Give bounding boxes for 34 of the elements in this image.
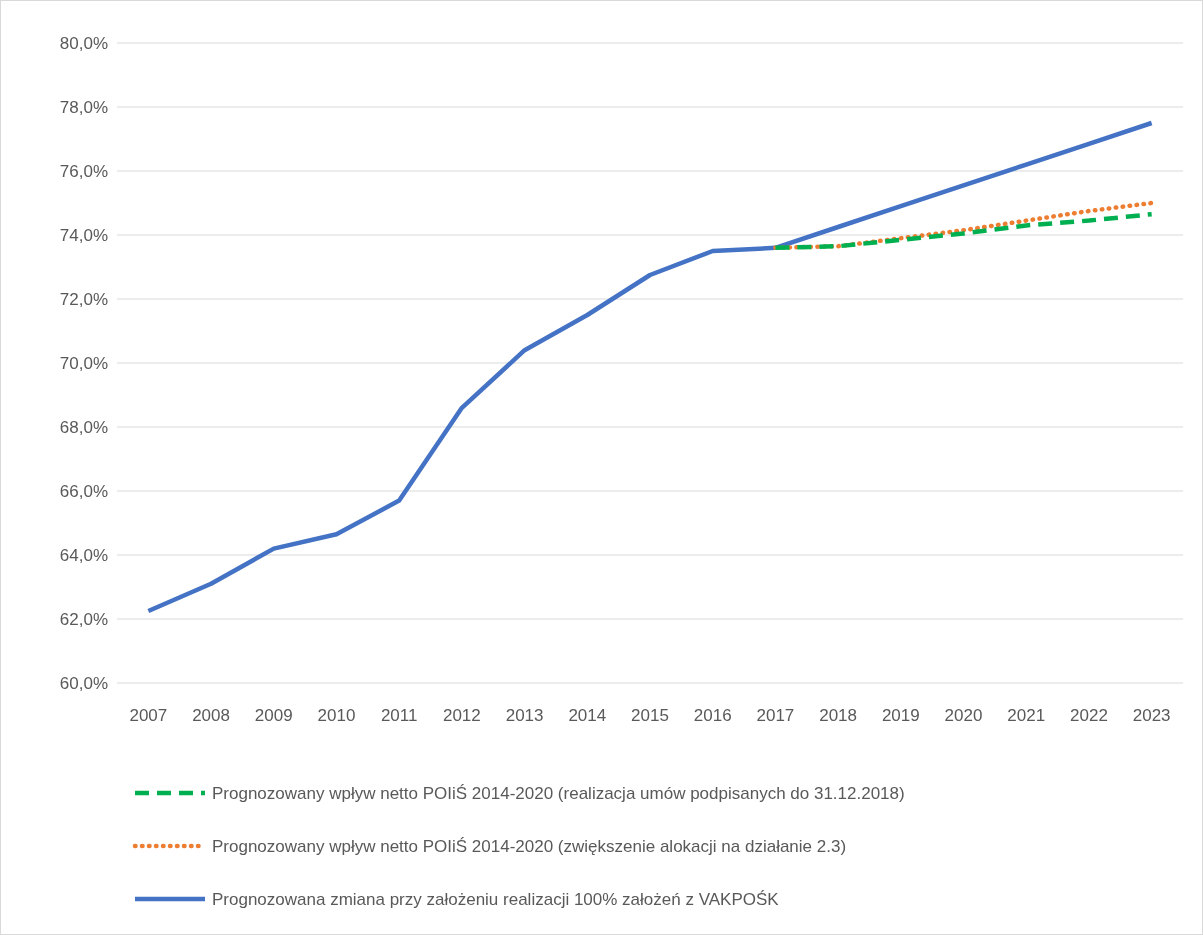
y-tick-label: 74,0% bbox=[59, 225, 108, 245]
x-tick-label: 2020 bbox=[944, 706, 983, 725]
x-tick-label: 2014 bbox=[568, 706, 607, 725]
y-tick-label: 76,0% bbox=[59, 161, 108, 181]
x-tick-label: 2017 bbox=[756, 706, 795, 725]
x-tick-label: 2015 bbox=[631, 706, 669, 725]
y-tick-label: 62,0% bbox=[59, 609, 108, 629]
x-tick-label: 2016 bbox=[693, 706, 732, 725]
line-series bbox=[146, 120, 1154, 614]
x-tick-label: 2012 bbox=[442, 706, 481, 725]
x-tick-label: 2022 bbox=[1070, 706, 1108, 725]
x-tick-label: 2023 bbox=[1132, 706, 1171, 725]
x-tick-label: 2009 bbox=[254, 706, 293, 725]
x-tick-label: 2021 bbox=[1007, 706, 1046, 725]
x-tick-label: 2019 bbox=[881, 706, 920, 725]
y-tick-label: 80,0% bbox=[59, 33, 108, 53]
line-series bbox=[773, 211, 1154, 251]
y-tick-label: 78,0% bbox=[59, 97, 108, 117]
y-tick-label: 64,0% bbox=[59, 545, 108, 565]
y-tick-label: 70,0% bbox=[59, 353, 108, 373]
y-tick-label: 68,0% bbox=[59, 417, 108, 437]
x-tick-label: 2007 bbox=[129, 706, 168, 725]
y-tick-label: 60,0% bbox=[59, 673, 108, 693]
x-tick-label: 2013 bbox=[505, 706, 544, 725]
y-tick-label: 72,0% bbox=[59, 289, 108, 309]
x-tick-label: 2008 bbox=[192, 706, 230, 725]
legend-label: Prognozowana zmiana przy założeniu realizacji 100% założeń z VAKPOŚK bbox=[212, 889, 780, 909]
legend-label: Prognozowany wpływ netto POIiŚ 2014-2020 (realizacja umów podpisanych do 31.12.2018) bbox=[212, 783, 905, 803]
line-series bbox=[773, 200, 1154, 251]
y-tick-label: 66,0% bbox=[59, 481, 108, 501]
x-tick-label: 2018 bbox=[819, 706, 858, 725]
x-tick-label: 2011 bbox=[380, 706, 418, 725]
x-tick-label: 2010 bbox=[317, 706, 356, 725]
legend-label: Prognozowany wpływ netto POIiŚ 2014-2020 (zwiększenie alokacji na działanie 2.3) bbox=[212, 836, 847, 856]
